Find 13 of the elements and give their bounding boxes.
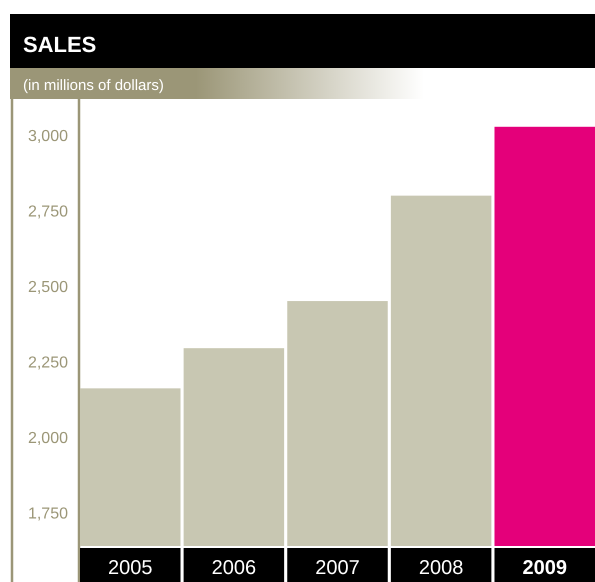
y-tick-label: 2,250 xyxy=(28,354,68,372)
x-tick-label: 2006 xyxy=(212,557,256,579)
y-tick-label: 1,750 xyxy=(28,505,68,522)
x-tick-label: 2009 xyxy=(522,557,567,579)
y-tick-label: 2,000 xyxy=(28,430,68,447)
x-tick-label: 2008 xyxy=(418,557,464,579)
chart-title: SALES xyxy=(23,32,96,57)
chart-subtitle: (in millions of dollars) xyxy=(23,77,164,94)
y-tick-label: 3,000 xyxy=(28,128,68,145)
x-tick-label: 2007 xyxy=(315,557,360,579)
x-tick-label: 2005 xyxy=(108,557,153,579)
y-tick-label: 2,750 xyxy=(28,203,68,220)
y-tick-label: 2,500 xyxy=(28,278,68,296)
